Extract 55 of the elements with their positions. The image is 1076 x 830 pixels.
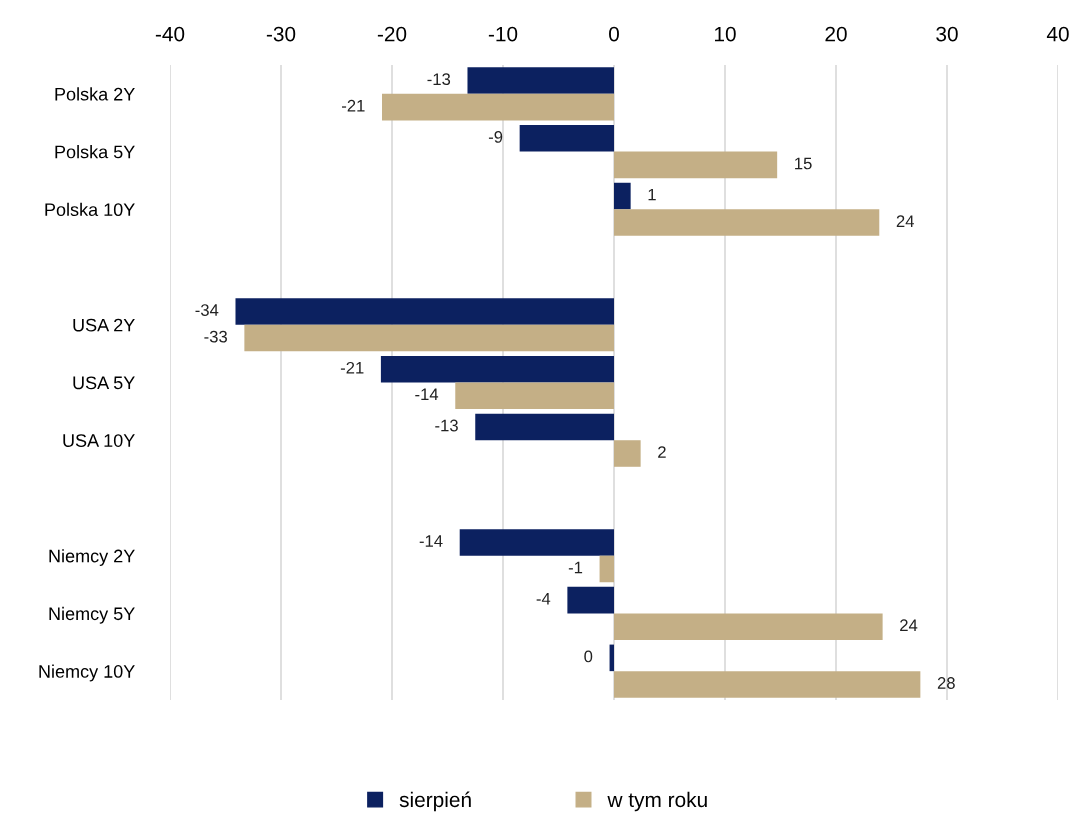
bar: [614, 209, 880, 236]
x-tick-label: -40: [155, 26, 185, 42]
data-label: -34: [195, 304, 219, 316]
bar: [567, 586, 614, 614]
data-label: 15: [795, 157, 812, 170]
bar: [614, 151, 778, 179]
bar: [475, 413, 614, 441]
y-tick-label: Polska 2Y: [55, 87, 135, 101]
x-tick-label: -30: [266, 26, 296, 42]
y-tick-label: Niemcy 10Y: [39, 664, 135, 682]
y-tick-label: Niemcy 2Y: [49, 549, 135, 566]
x-tick-label: 0: [609, 26, 619, 42]
data-label: 1: [648, 188, 656, 201]
x-tick-label: -10: [488, 26, 518, 42]
data-label: 0: [584, 650, 593, 663]
data-label: 28: [937, 677, 955, 689]
data-label: -33: [204, 330, 227, 343]
x-tick-label: 40: [1046, 26, 1069, 42]
bar: [380, 355, 614, 383]
y-tick-label: USA 2Y: [73, 318, 135, 332]
bar: [467, 67, 614, 94]
bar: [235, 298, 614, 325]
bar: [455, 382, 614, 410]
bar: [519, 125, 614, 152]
data-label: 24: [900, 619, 918, 631]
bar: [382, 93, 614, 121]
y-tick-label: Polska 10Y: [45, 202, 135, 217]
data-label: 2: [658, 446, 666, 458]
x-tick-label: 30: [936, 26, 958, 42]
bar: [614, 440, 641, 467]
x-tick-label: 20: [825, 26, 847, 42]
legend-label: w tym roku: [607, 791, 707, 812]
bar: [459, 529, 614, 556]
data-label: -14: [419, 535, 443, 547]
y-tick-label: Polska 5Y: [55, 145, 135, 159]
y-tick-label: USA 5Y: [73, 376, 135, 390]
data-label: -9: [488, 130, 503, 143]
bar: [599, 555, 614, 583]
x-tick-label: -20: [377, 26, 407, 42]
data-label: 24: [896, 215, 914, 227]
y-tick-label: USA 10Y: [63, 434, 135, 447]
data-label: -13: [435, 419, 458, 432]
bar: [614, 613, 883, 640]
data-label: -21: [340, 361, 364, 374]
x-tick-label: 10: [715, 26, 736, 42]
data-label: -4: [536, 592, 551, 605]
bar: [614, 182, 631, 210]
bar: [614, 671, 921, 698]
data-label: -14: [415, 388, 439, 401]
data-label: -1: [568, 561, 583, 574]
bar: [244, 324, 614, 352]
y-tick-label: Niemcy 5Y: [49, 606, 135, 624]
data-label: -21: [342, 99, 365, 112]
legend-label: sierpień: [399, 791, 471, 812]
data-label: -13: [427, 73, 451, 86]
